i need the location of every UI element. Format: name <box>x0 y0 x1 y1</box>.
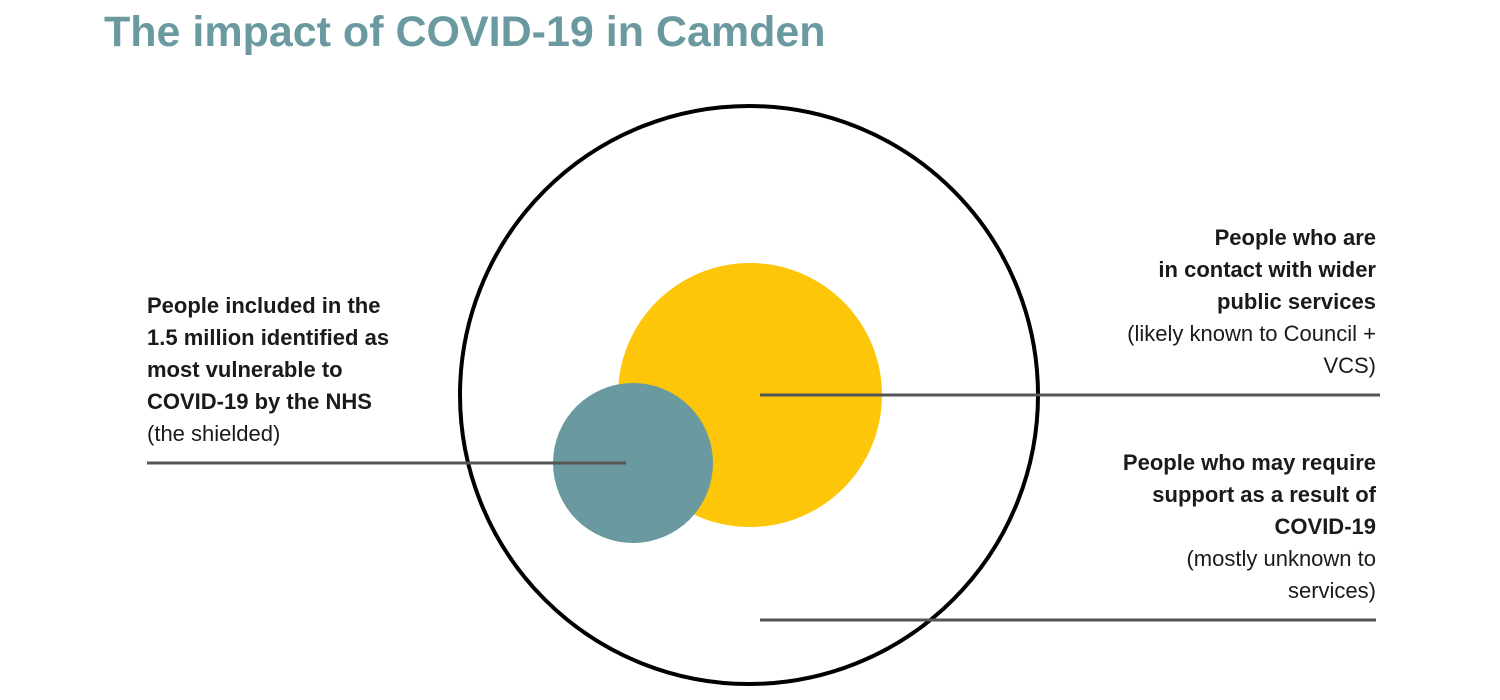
public-services-heading: People who are in contact with wider pub… <box>1158 225 1376 314</box>
covid-support-heading: People who may require support as a resu… <box>1122 450 1376 539</box>
shielded-note: (the shielded) <box>147 421 281 446</box>
covid-support-note: (mostly unknown to services) <box>1186 546 1376 603</box>
shielded-heading: People included in the 1.5 million ident… <box>147 293 390 414</box>
public-services-note: (likely known to Council + VCS) <box>1127 321 1376 378</box>
page-title: The impact of COVID-19 in Camden <box>104 8 826 56</box>
public-services-label: People who are in contact with wider pub… <box>956 222 1376 382</box>
shielded-circle <box>553 383 713 543</box>
shielded-label: People included in the 1.5 million ident… <box>147 290 447 450</box>
covid-support-label: People who may require support as a resu… <box>956 447 1376 607</box>
